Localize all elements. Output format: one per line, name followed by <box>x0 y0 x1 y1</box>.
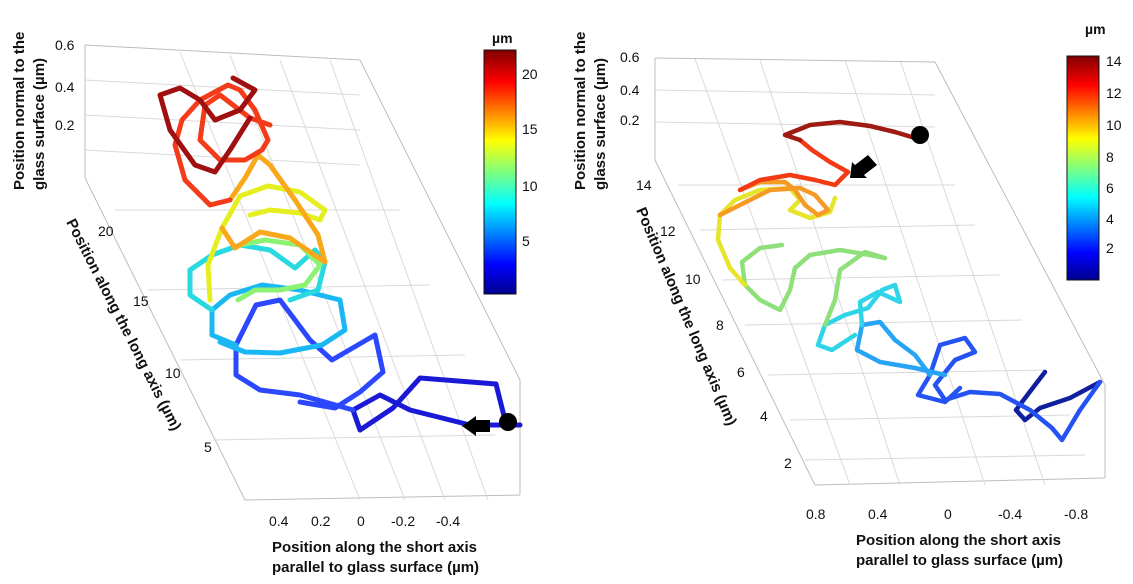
right-colorbar-tick: 14 <box>1106 53 1122 69</box>
left-x-label-line2: parallel to glass surface (µm) <box>272 559 479 576</box>
right-trajectory <box>715 119 1103 443</box>
right-x-ticks: 0.8 0.4 0 -0.4 -0.8 <box>806 506 1088 522</box>
trajectory-segment <box>172 82 273 208</box>
trajectory-segment <box>209 282 348 356</box>
left-z-tick: 0.4 <box>55 79 75 95</box>
trajectory-segment <box>815 282 903 353</box>
left-colorbar-tick: 5 <box>522 233 530 249</box>
left-trajectory <box>157 75 523 436</box>
left-z-ticks: 0.6 0.4 0.2 <box>55 37 75 133</box>
right-colorbar-tick: 4 <box>1106 211 1114 227</box>
right-x-label-line2: parallel to glass surface (µm) <box>856 552 1063 569</box>
right-panel: 0.6 0.4 0.2 14 12 10 8 6 4 2 0.8 0.4 0 -… <box>572 21 1122 569</box>
right-z-ticks: 0.6 0.4 0.2 <box>620 49 640 128</box>
left-z-label-line2: glass surface (µm) <box>31 58 48 190</box>
right-z-tick: 0.6 <box>620 49 640 65</box>
trajectory-segment <box>205 183 328 303</box>
trajectory-segment <box>233 297 386 413</box>
right-y-tick: 10 <box>685 271 701 287</box>
left-box <box>84 44 521 501</box>
trajectory-segment <box>187 242 328 313</box>
left-colorbar-tick: 15 <box>522 121 538 137</box>
right-colorbar-tick: 12 <box>1106 85 1122 101</box>
trajectory-segment <box>715 185 838 288</box>
trajectory-segment <box>915 335 1103 443</box>
trajectory-segment <box>235 237 323 303</box>
start-marker <box>911 126 929 144</box>
right-z-tick: 0.2 <box>620 112 640 128</box>
right-x-tick: -0.8 <box>1064 506 1088 522</box>
right-x-tick: 0.4 <box>868 506 888 522</box>
right-y-ticks: 14 12 10 8 6 4 2 <box>636 177 792 471</box>
left-y-tick: 5 <box>204 439 212 455</box>
right-z-label-line2: glass surface (µm) <box>592 58 609 190</box>
left-x-tick: -0.2 <box>391 513 415 529</box>
right-colorbar-gradient <box>1066 55 1100 281</box>
right-colorbar-tick: 6 <box>1106 180 1114 196</box>
right-y-tick: 8 <box>716 317 724 333</box>
right-y-tick: 4 <box>760 408 768 424</box>
left-x-ticks: 0.4 0.2 0 -0.2 -0.4 <box>269 513 460 529</box>
right-colorbar-tick: 10 <box>1106 117 1122 133</box>
right-x-tick: -0.4 <box>998 506 1022 522</box>
left-x-tick: 0.2 <box>311 513 331 529</box>
right-y-tick: 2 <box>784 455 792 471</box>
right-z-label: Position normal to the glass surface (µm… <box>572 32 609 190</box>
left-x-tick: -0.4 <box>436 513 460 529</box>
right-y-tick: 6 <box>737 364 745 380</box>
left-colorbar-tick: 10 <box>522 178 538 194</box>
left-z-label-line1: Position normal to the <box>11 32 28 190</box>
left-z-label: Position normal to the glass surface (µm… <box>11 32 48 190</box>
left-colorbar-gradient <box>483 49 517 295</box>
trajectory-segment <box>737 137 851 193</box>
left-colorbar-tick: 20 <box>522 66 538 82</box>
left-panel: 0.6 0.4 0.2 20 15 10 5 0.4 0.2 0 -0.2 -0… <box>11 30 538 576</box>
trajectory-segment <box>739 242 888 328</box>
direction-arrow <box>462 416 490 436</box>
right-x-label-line1: Position along the short axis <box>856 532 1061 549</box>
trajectory-segment <box>782 119 918 143</box>
left-y-label: Position along the long axis (µm) <box>62 216 184 433</box>
left-y-tick: 10 <box>165 365 181 381</box>
right-z-tick: 0.4 <box>620 82 640 98</box>
right-colorbar-tick: 8 <box>1106 149 1114 165</box>
left-z-tick: 0.6 <box>55 37 75 53</box>
trajectory-segment <box>157 75 258 175</box>
right-y-tick: 14 <box>636 177 652 193</box>
right-box <box>654 57 1106 486</box>
right-x-tick: 0.8 <box>806 506 826 522</box>
trajectory-segment <box>350 375 523 433</box>
right-colorbar-tick: 2 <box>1106 240 1114 256</box>
left-y-tick: 20 <box>98 223 114 239</box>
trajectory-segment <box>1013 369 1103 423</box>
left-x-label-line1: Position along the short axis <box>272 539 477 556</box>
right-colorbar-unit: µm <box>1085 21 1106 37</box>
right-z-label-line1: Position normal to the <box>572 32 589 190</box>
trajectory-segment <box>219 152 328 265</box>
left-z-tick: 0.2 <box>55 117 75 133</box>
right-y-tick: 12 <box>660 223 676 239</box>
right-colorbar: µm 14 12 10 8 6 4 2 <box>1066 21 1122 281</box>
left-x-tick: 0.4 <box>269 513 289 529</box>
start-marker <box>499 413 517 431</box>
left-y-ticks: 20 15 10 5 <box>98 223 212 455</box>
trajectory-segment <box>717 179 831 218</box>
direction-arrow <box>850 155 877 178</box>
left-y-tick: 15 <box>133 293 149 309</box>
left-colorbar: µm 20 15 10 5 <box>483 30 538 295</box>
left-x-tick: 0 <box>357 513 365 529</box>
right-x-tick: 0 <box>944 506 952 522</box>
left-colorbar-unit: µm <box>492 30 513 46</box>
